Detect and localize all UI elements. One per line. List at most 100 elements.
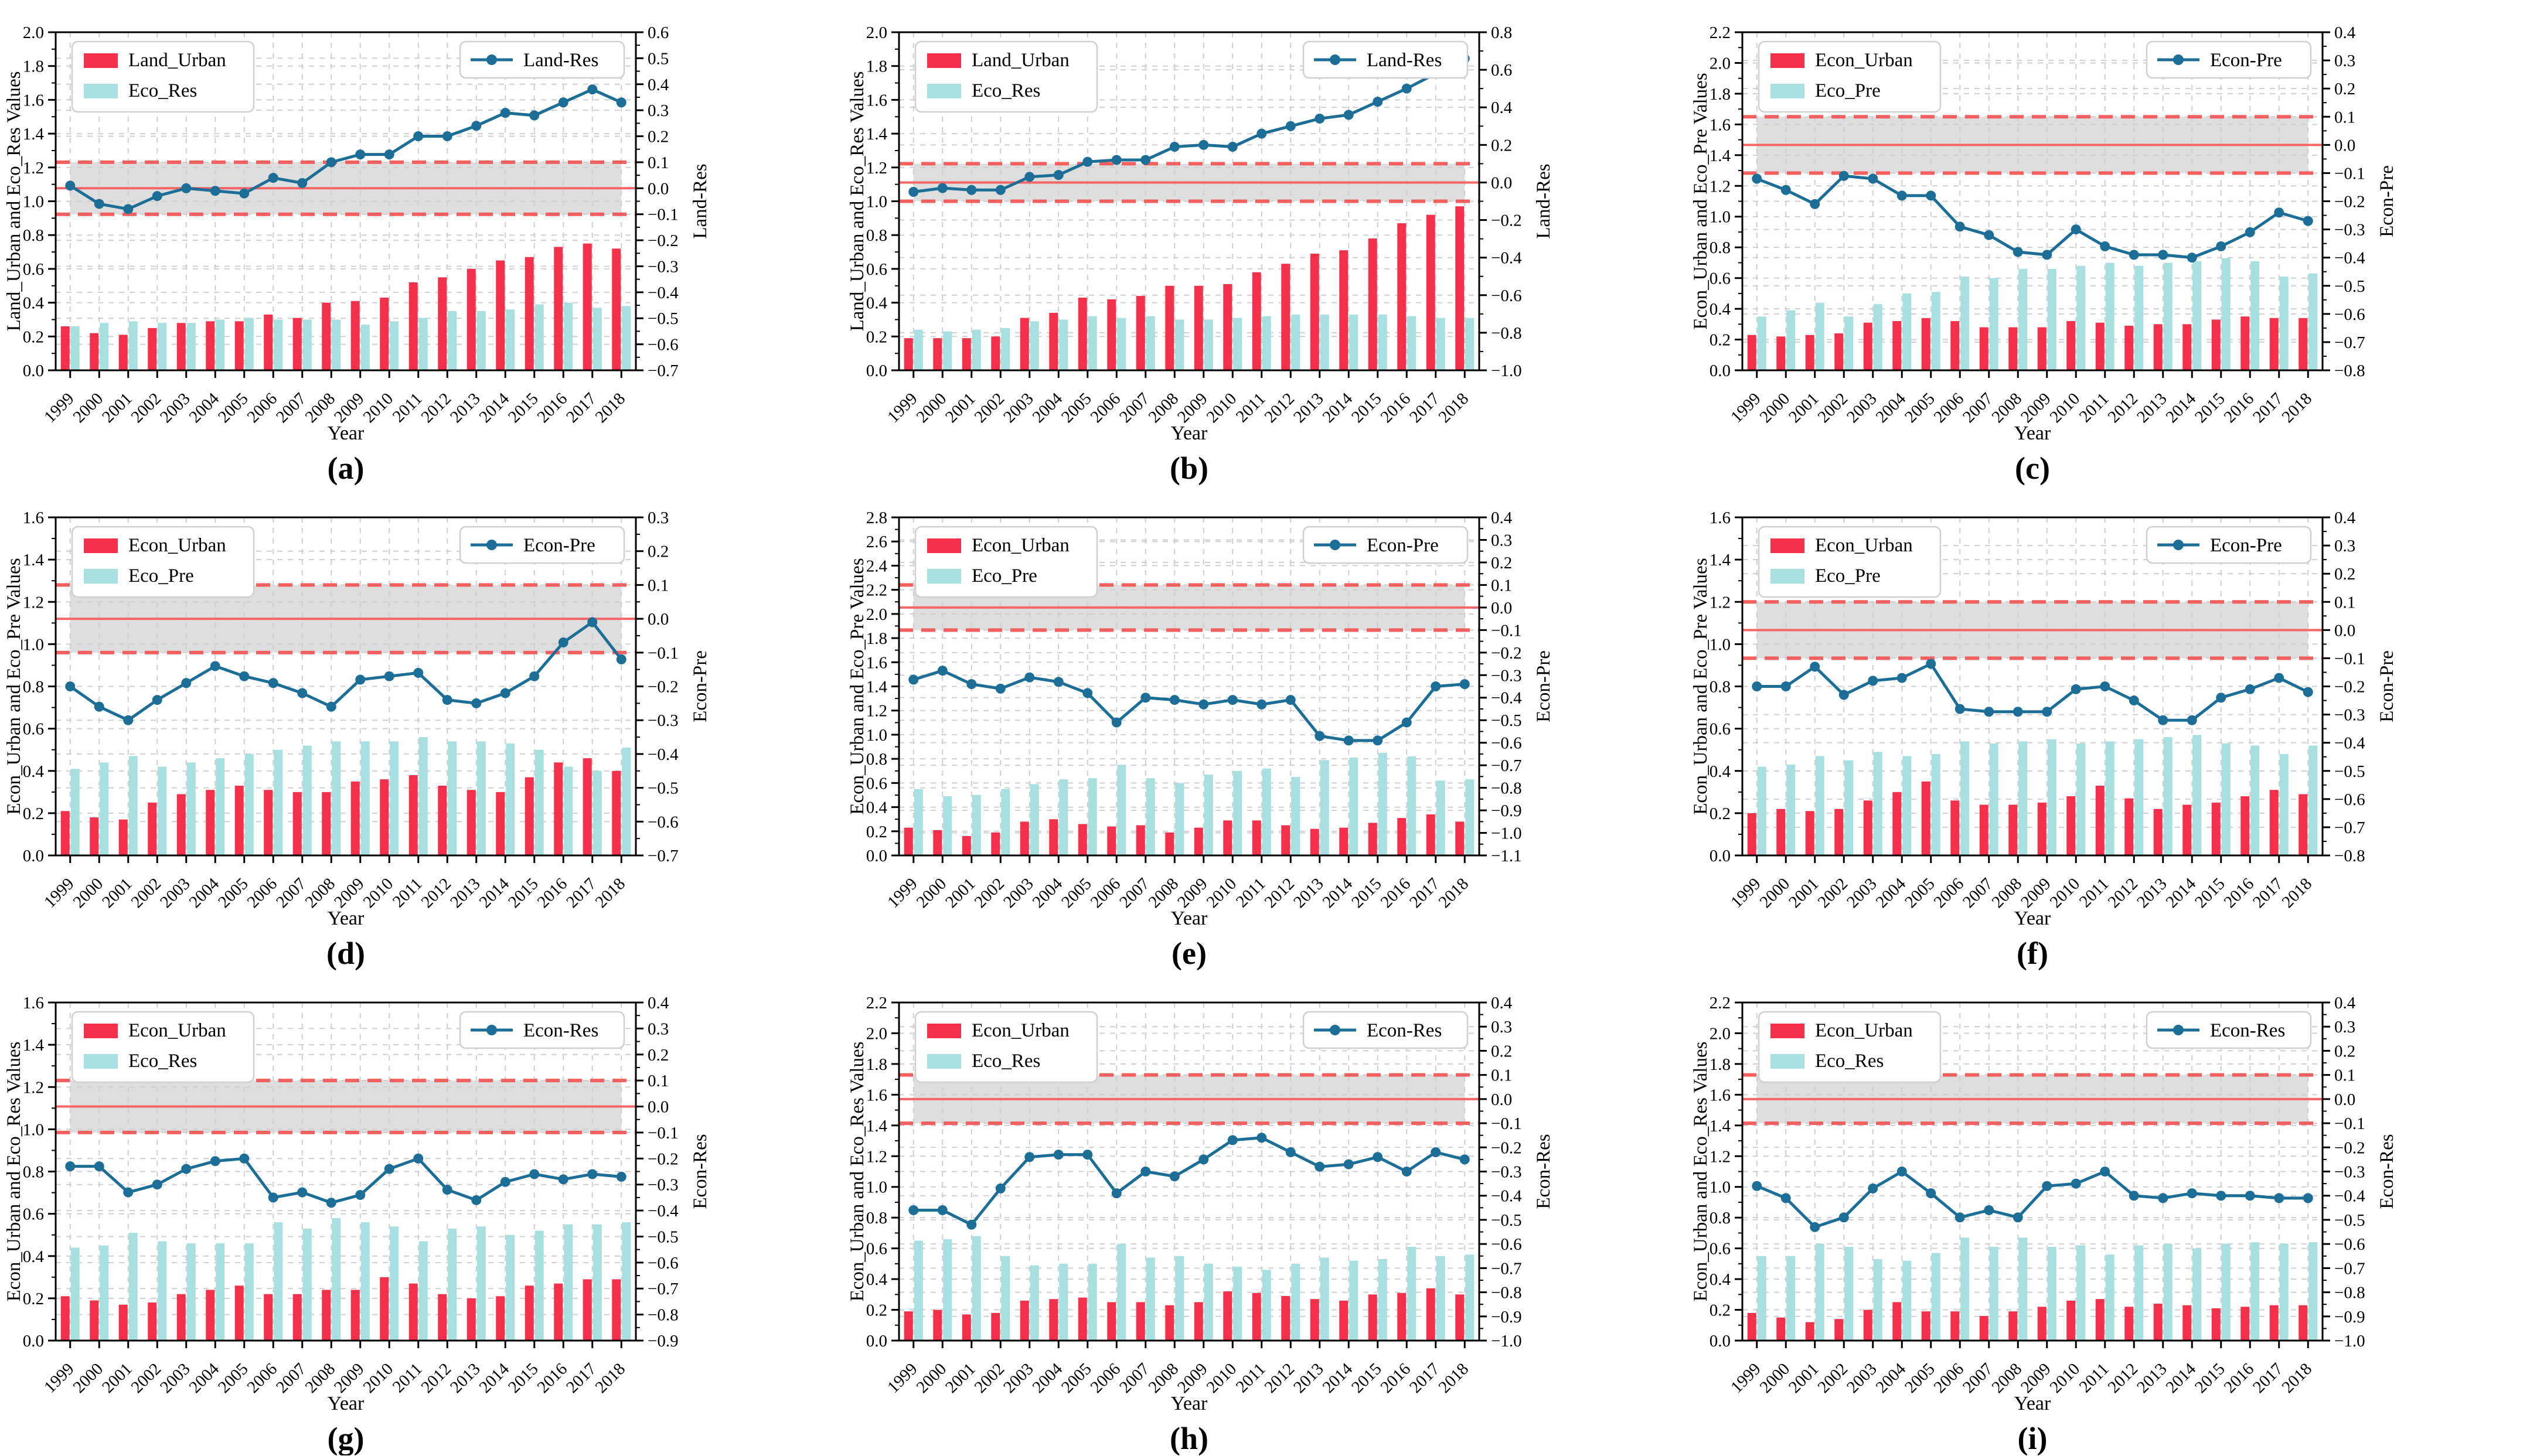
right-axis-label: Econ-Pre [1533,650,1554,722]
x-tick-label: 1999 [40,874,78,912]
left-axis: 0.0 0.2 0.4 0.6 0.8 1.0 1.2 1.4 1.6 1.8 2.0 2.2 Econ… [1690,23,1742,380]
left-tick-label: 2.2 [1710,23,1731,42]
bars-urban [1747,1299,2308,1341]
left-tick-label: 1.0 [23,193,44,212]
x-tick-label: 2016 [534,389,571,427]
x-tick-label: 2003 [156,874,194,912]
left-tick-label: 0.6 [23,720,44,739]
left-tick-label: 2.2 [866,581,887,600]
bars-urban [1747,316,2308,370]
legend-label-eco: Eco_Res [972,1051,1040,1072]
right-tick-label: 0.4 [1491,98,1513,117]
x-tick-label: 2018 [1435,874,1473,912]
right-tick-label: −0.3 [2334,221,2365,240]
x-tick-label: 2018 [1435,389,1473,427]
left-tick-label: 1.2 [1710,593,1731,612]
x-tick-label: 2015 [505,389,542,427]
right-tick-label: 0.4 [648,76,669,94]
legend-label-line: Land-Res [1367,50,1442,71]
left-tick-label: 1.6 [23,509,44,527]
right-tick-label: 0.1 [648,576,669,595]
right-tick-label: 0.2 [2334,565,2355,584]
right-tick-label: 0.0 [1491,173,1512,192]
x-tick-label: 2008 [1145,1359,1183,1397]
x-axis-label: Year [1171,1393,1208,1414]
bars-eco [70,737,631,855]
left-tick-label: 0.4 [866,799,888,817]
x-tick-label: 2007 [1959,1359,1997,1397]
legend-label-line: Econ-Res [523,1020,598,1041]
right-tick-label: −0.7 [648,847,679,865]
x-tick-label: 2011 [389,389,426,426]
left-tick-label: 1.6 [866,653,887,672]
x-axis-label: Year [2014,1393,2051,1414]
x-tick-label: 2000 [70,1359,107,1397]
left-tick-label: 1.8 [1710,1055,1731,1074]
right-tick-label: −0.6 [1491,734,1522,753]
left-tick-label: 2.2 [866,994,887,1012]
left-tick-label: 1.4 [23,551,45,570]
left-tick-label: 0.0 [23,1332,44,1351]
x-tick-label: 2015 [1348,874,1385,912]
x-tick-label: 1999 [40,1359,78,1397]
right-tick-label: −0.5 [2334,277,2365,296]
x-tick-label: 2007 [1116,389,1153,427]
right-tick-label: −0.6 [2334,305,2365,324]
trend-line [1752,171,2313,263]
left-tick-label: 0.8 [23,226,44,245]
x-tick-label: 2008 [302,874,339,912]
right-tick-label: 0.6 [648,23,669,42]
left-tick-label: 0.2 [866,328,887,346]
right-tick-label: −0.8 [648,1306,679,1325]
x-axis-label: Year [1171,422,1208,444]
right-tick-label: −0.4 [1491,1187,1522,1206]
left-axis: 0.0 0.2 0.4 0.6 0.8 1.0 1.2 1.4 1.6 1.8 2.0 Land_Ur… [4,23,56,380]
right-tick-label: −0.5 [648,779,679,798]
x-tick-label: 2013 [2133,874,2171,912]
right-axis-label: Econ-Res [1533,1134,1554,1209]
legend-label-eco: Eco_Res [972,80,1040,101]
x-tick-label: 2009 [1174,1359,1211,1397]
x-tick-label: 2014 [1319,1359,1357,1397]
trend-line [908,666,1470,746]
x-tick-label: 2017 [563,874,600,912]
right-axis: −1.0 −0.9 −0.8 −0.7 −0.6 −0.5 −0.4 −0.3 −0.2 −0.1… [2323,994,2398,1351]
right-tick-label: −0.7 [2334,333,2365,352]
right-tick-label: −0.2 [648,678,679,697]
right-tick-label: 0.0 [1491,1090,1512,1109]
x-axis-label: Year [328,908,365,929]
x-tick-label: 2009 [2017,1359,2055,1397]
bars-eco [1757,735,2318,855]
grid-lines [1742,1003,2323,1341]
right-tick-label: −0.1 [2334,164,2365,183]
left-tick-label: 1.0 [1710,1178,1731,1197]
right-tick-label: 0.2 [1491,136,1512,155]
x-tick-label: 2013 [2133,389,2171,427]
x-axis-label: Year [1171,908,1208,929]
x-tick-label: 2011 [2076,1359,2113,1396]
left-axis-label: Land_Urban and Eco_Res Values [4,71,25,332]
right-tick-label: 0.0 [648,610,669,629]
x-tick-label: 2002 [128,1359,165,1397]
bars-eco [70,302,631,370]
right-tick-label: 0.5 [648,49,669,68]
left-tick-label: 1.2 [866,702,887,721]
left-axis: 0.0 0.2 0.4 0.6 0.8 1.0 1.2 1.4 1.6 1.8 2.0 2.2 Econ… [847,994,899,1351]
x-tick-label: 2013 [1290,389,1327,427]
right-tick-label: −0.6 [1491,1235,1522,1254]
left-axis: 0.0 0.2 0.4 0.6 0.8 1.0 1.2 1.4 1.6 1.8 2.0 Land_Ur… [847,23,899,380]
x-tick-label: 2007 [1959,874,1997,912]
left-axis-label: Econ_Urban and Eco_Pre Values [1690,558,1711,814]
x-tick-label: 2003 [1000,389,1037,427]
left-tick-label: 0.4 [23,762,45,781]
line-legend: Econ-Pre [1302,526,1469,564]
x-tick-label: 2015 [1348,389,1385,427]
right-axis: −0.8 −0.7 −0.6 −0.5 −0.4 −0.3 −0.2 −0.1 0.0 0.1 0.… [2323,509,2398,865]
x-tick-label: 2018 [592,389,629,427]
x-tick-label: 2015 [2191,389,2229,427]
x-tick-label: 2006 [1087,389,1125,427]
left-tick-label: 0.0 [23,362,44,380]
x-tick-label: 2009 [2017,874,2055,912]
right-tick-label: 0.0 [648,179,669,198]
left-tick-label: 1.8 [866,57,887,76]
